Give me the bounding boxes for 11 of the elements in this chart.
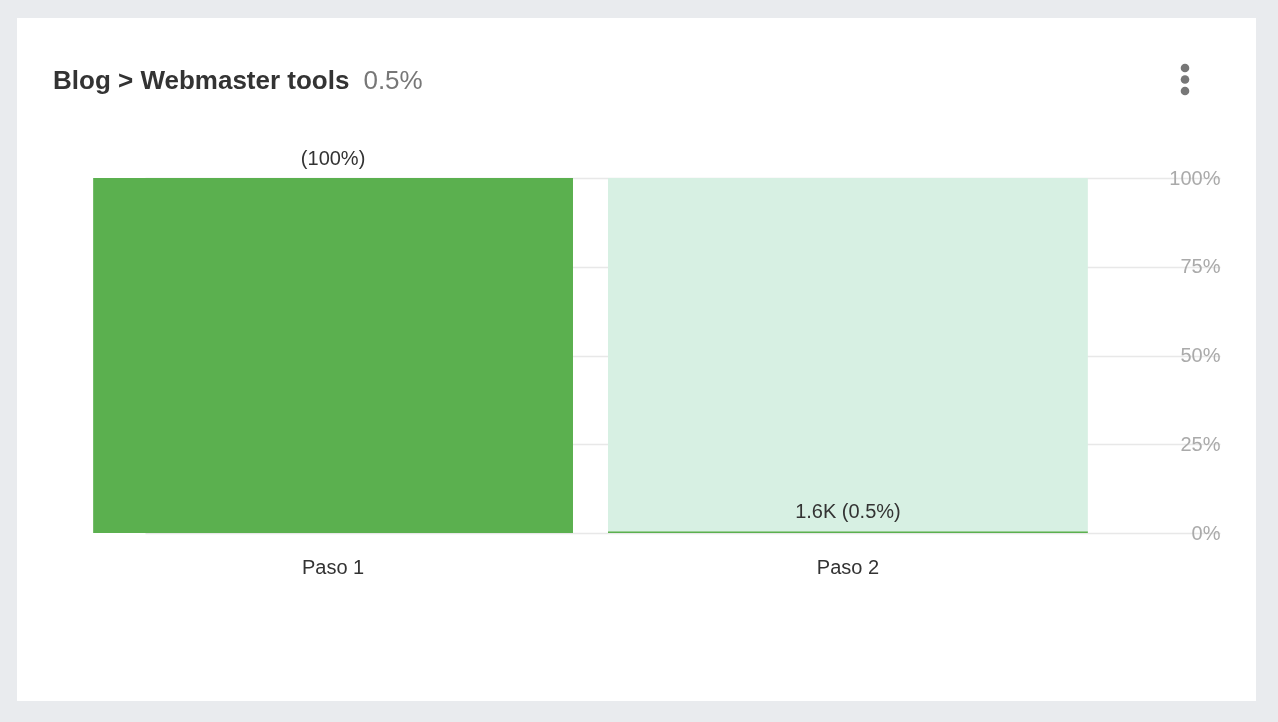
chart-title: Blog > Webmaster tools: [53, 65, 350, 95]
x-tick-label: Paso 1: [301, 555, 365, 578]
chart-subtitle: 0.5%: [363, 65, 423, 95]
y-tick-label: 25%: [1180, 432, 1221, 455]
y-tick-label: 50%: [1180, 344, 1221, 366]
data-label: (100%): [300, 147, 366, 169]
y-tick-label: 100%: [1169, 166, 1221, 189]
y-tick-label: 0%: [1191, 521, 1221, 544]
data-label: 1.6K (0.5%): [795, 500, 901, 523]
y-tick-label: 75%: [1180, 255, 1221, 278]
x-tick-label: Paso 2: [816, 555, 880, 578]
